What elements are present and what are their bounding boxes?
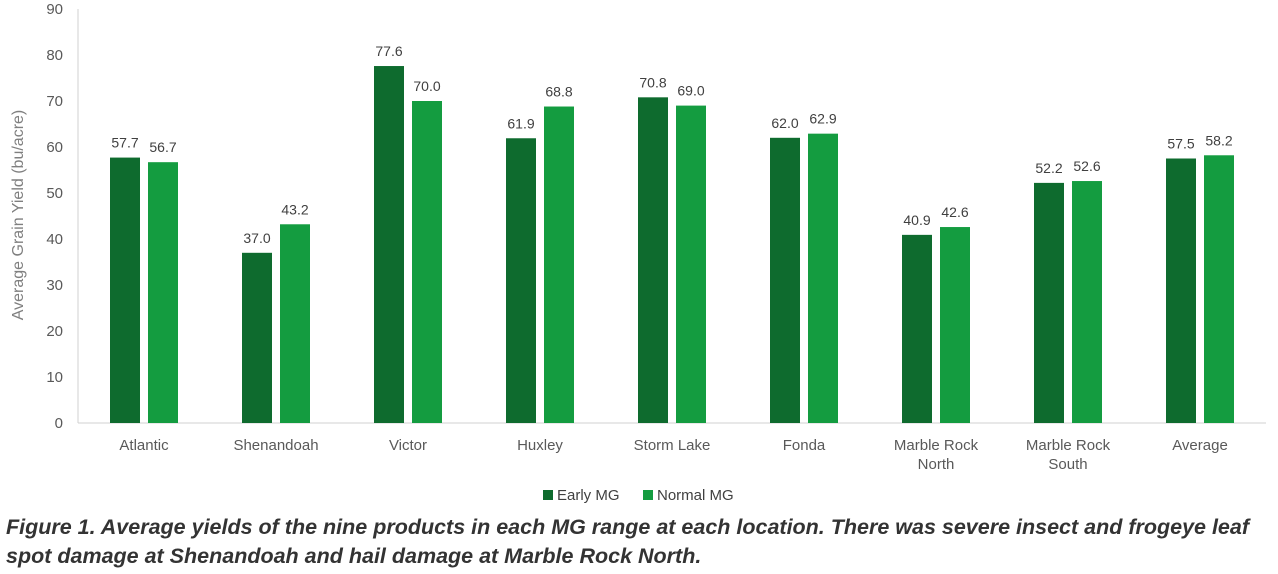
data-label: 70.0 <box>413 78 440 94</box>
y-tick-label: 90 <box>46 1 63 18</box>
category-label: Atlantic <box>119 437 169 454</box>
category-label: Storm Lake <box>634 437 711 454</box>
bar <box>808 133 838 423</box>
bar <box>902 234 932 423</box>
y-axis-title: Average Grain Yield (bu/acre) <box>10 110 27 320</box>
category-labels: Atlantic Shenandoah Victor Huxley Storm Lake… <box>119 437 1227 473</box>
bars-group: 57.7 56.7 37.0 43.2 77.6 70.0 61.9 68.8 70.8 69.0… <box>110 43 1234 424</box>
data-label: 42.6 <box>941 204 968 220</box>
bar <box>242 252 272 423</box>
y-tick-label: 0 <box>55 415 63 432</box>
legend-swatch <box>543 490 553 500</box>
y-tick-label: 40 <box>46 231 63 248</box>
y-tick-label: 80 <box>46 47 63 64</box>
y-tick-label: 10 <box>46 369 63 386</box>
category-label: Marble Rock <box>1026 437 1111 454</box>
bar <box>638 97 668 423</box>
bar <box>1072 181 1102 423</box>
category-label: Huxley <box>517 437 563 454</box>
data-label: 77.6 <box>375 43 402 59</box>
data-label: 58.2 <box>1205 132 1232 148</box>
category-label: Average <box>1172 437 1228 454</box>
data-label: 43.2 <box>281 201 308 217</box>
data-label: 62.9 <box>809 111 836 127</box>
data-label: 52.6 <box>1073 158 1100 174</box>
data-label: 40.9 <box>903 212 930 228</box>
bar-chart: Average Grain Yield (bu/acre) 0 10 20 30 40 5… <box>10 1 1266 504</box>
legend: Early MG Normal MG <box>543 487 734 504</box>
data-label: 61.9 <box>507 115 534 131</box>
bar <box>110 157 140 423</box>
y-tick-label: 30 <box>46 277 63 294</box>
bar <box>506 138 536 423</box>
figure-caption: Figure 1. Average yields of the nine pro… <box>6 515 1250 568</box>
category-label: North <box>918 456 955 473</box>
data-label: 37.0 <box>243 230 270 246</box>
data-label: 57.5 <box>1167 136 1194 152</box>
category-label: South <box>1048 456 1087 473</box>
data-label: 56.7 <box>149 139 176 155</box>
bar <box>770 137 800 424</box>
category-label: Victor <box>389 437 427 454</box>
bar <box>374 66 404 423</box>
data-label: 52.2 <box>1035 160 1062 176</box>
bar <box>544 106 574 424</box>
bar <box>940 227 970 423</box>
data-label: 62.0 <box>771 115 798 131</box>
y-tick-label: 50 <box>46 185 63 202</box>
bar <box>1034 182 1064 423</box>
data-label: 70.8 <box>639 74 666 90</box>
legend-label: Early MG <box>557 487 620 504</box>
category-label: Shenandoah <box>233 437 318 454</box>
data-label: 68.8 <box>545 84 572 100</box>
bar <box>1204 155 1234 423</box>
data-label: 69.0 <box>677 83 704 99</box>
y-tick-label: 70 <box>46 93 63 110</box>
y-tick-label: 60 <box>46 139 63 156</box>
legend-swatch <box>643 490 653 500</box>
bar <box>1166 158 1196 423</box>
bar <box>412 101 442 423</box>
y-axis-ticks: 0 10 20 30 40 50 60 70 80 90 <box>46 1 63 432</box>
bar <box>148 162 178 423</box>
y-tick-label: 20 <box>46 323 63 340</box>
category-label: Fonda <box>783 437 826 454</box>
bar <box>676 105 706 423</box>
legend-label: Normal MG <box>657 487 734 504</box>
category-label: Marble Rock <box>894 437 979 454</box>
data-label: 57.7 <box>111 135 138 151</box>
bar <box>280 224 310 423</box>
